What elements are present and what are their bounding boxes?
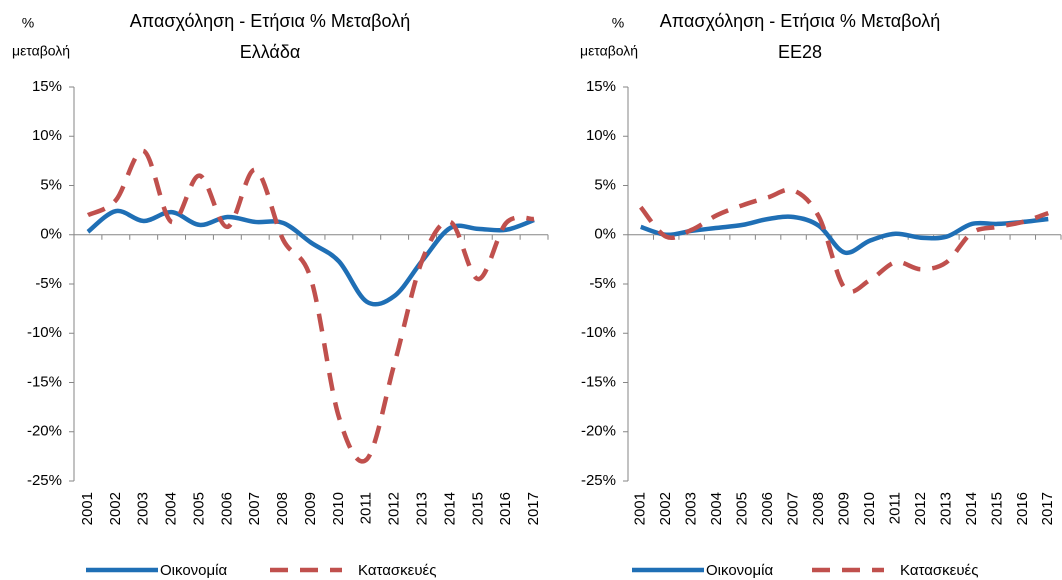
line-series <box>638 187 1050 294</box>
y-tick-label: 0% <box>40 226 62 243</box>
x-tick-label: 2009 <box>835 492 852 525</box>
x-tick-label: 2004 <box>708 492 725 525</box>
y-axis-label: μεταβολή <box>580 43 638 59</box>
x-tick-label: 2014 <box>963 492 980 525</box>
legend-label: Οικονομία <box>706 562 773 579</box>
x-tick-label: 2013 <box>413 492 430 525</box>
x-tick-label: 2009 <box>302 492 319 525</box>
x-tick-label: 2016 <box>1014 492 1031 525</box>
y-axis-label: % <box>612 15 624 31</box>
y-axis-label: μεταβολή <box>12 43 70 59</box>
y-tick-label: -5% <box>589 275 616 292</box>
chart-title: Απασχόληση - Ετήσια % Μεταβολή <box>130 11 410 31</box>
x-tick-label: 2006 <box>759 492 776 525</box>
y-tick-label: -20% <box>581 423 616 440</box>
line-series <box>640 214 1049 256</box>
y-tick-label: -5% <box>35 275 62 292</box>
x-tick-label: 2002 <box>657 492 674 525</box>
y-tick-label: 15% <box>32 78 62 95</box>
y-tick-label: 0% <box>594 226 616 243</box>
y-tick-label: 5% <box>594 176 616 193</box>
x-tick-label: 2011 <box>886 492 903 524</box>
legend-label: Οικονομία <box>160 562 227 579</box>
x-tick-label: 2003 <box>135 492 152 525</box>
line-series <box>86 148 535 464</box>
y-tick-label: -25% <box>581 472 616 489</box>
x-tick-label: 2005 <box>190 492 207 525</box>
chart-subtitle: ΕΕ28 <box>778 42 822 62</box>
x-tick-label: 2005 <box>734 492 751 525</box>
x-tick-label: 2013 <box>937 492 954 525</box>
x-tick-label: 2017 <box>1039 492 1056 525</box>
x-tick-label: 2016 <box>497 492 514 525</box>
x-tick-label: 2010 <box>330 492 347 525</box>
legend-label: Κατασκευές <box>358 562 436 579</box>
y-tick-label: -10% <box>581 324 616 341</box>
x-tick-label: 2003 <box>683 492 700 525</box>
chart-subtitle: Ελλάδα <box>240 42 301 62</box>
y-tick-label: -15% <box>581 373 616 390</box>
y-tick-label: -10% <box>27 324 62 341</box>
x-tick-label: 2012 <box>912 492 929 525</box>
chart: Απασχόληση - Ετήσια % Μεταβολή Ελλάδα% μετ… <box>12 11 549 579</box>
x-tick-label: 2015 <box>988 492 1005 525</box>
x-tick-label: 2008 <box>274 492 291 525</box>
x-tick-label: 2017 <box>525 492 542 525</box>
x-tick-label: 2011 <box>358 492 375 524</box>
x-tick-label: 2001 <box>79 492 96 525</box>
x-tick-label: 2006 <box>218 492 235 525</box>
y-tick-label: 10% <box>32 127 62 144</box>
y-axis-label: % <box>22 15 34 31</box>
x-tick-label: 2007 <box>785 492 802 525</box>
y-tick-label: 10% <box>586 127 616 144</box>
x-tick-label: 2008 <box>810 492 827 525</box>
x-tick-label: 2004 <box>163 492 180 525</box>
x-tick-label: 2002 <box>107 492 124 525</box>
x-tick-label: 2012 <box>386 492 403 525</box>
chart: Απασχόληση - Ετήσια % Μεταβολή ΕΕ28% μεταβ… <box>580 11 1062 579</box>
x-tick-label: 2014 <box>441 492 458 525</box>
y-tick-label: 5% <box>40 176 62 193</box>
x-tick-label: 2007 <box>246 492 263 525</box>
y-tick-label: -20% <box>27 423 62 440</box>
line-series <box>86 208 535 307</box>
x-tick-label: 2010 <box>861 492 878 525</box>
x-tick-label: 2015 <box>469 492 486 525</box>
chart-title: Απασχόληση - Ετήσια % Μεταβολή <box>660 11 940 31</box>
y-tick-label: -25% <box>27 472 62 489</box>
y-tick-label: 15% <box>586 78 616 95</box>
legend-label: Κατασκευές <box>900 562 978 579</box>
x-tick-label: 2001 <box>632 492 649 525</box>
y-tick-label: -15% <box>27 373 62 390</box>
